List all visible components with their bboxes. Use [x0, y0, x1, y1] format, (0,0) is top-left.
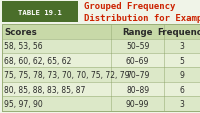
Text: Range: Range	[122, 28, 153, 36]
Text: 80–89: 80–89	[126, 85, 149, 94]
Text: 80, 85, 88, 83, 85, 87: 80, 85, 88, 83, 85, 87	[4, 85, 86, 94]
Text: Grouped Frequency
Distribution for Example 19.2: Grouped Frequency Distribution for Examp…	[84, 2, 200, 22]
Text: 3: 3	[180, 42, 185, 51]
Text: 5: 5	[180, 56, 185, 65]
FancyBboxPatch shape	[2, 82, 200, 96]
Text: Frequency: Frequency	[157, 28, 200, 36]
Text: 90–99: 90–99	[126, 99, 149, 108]
Text: 95, 97, 90: 95, 97, 90	[4, 99, 43, 108]
Text: 6: 6	[180, 85, 185, 94]
Text: 60–69: 60–69	[126, 56, 149, 65]
Text: 50–59: 50–59	[126, 42, 149, 51]
Text: 58, 53, 56: 58, 53, 56	[4, 42, 43, 51]
Text: 3: 3	[180, 99, 185, 108]
Text: 9: 9	[180, 71, 185, 79]
Text: TABLE 19.1: TABLE 19.1	[18, 9, 62, 15]
Text: 70–79: 70–79	[126, 71, 149, 79]
FancyBboxPatch shape	[2, 25, 200, 39]
FancyBboxPatch shape	[2, 2, 78, 23]
Text: 75, 75, 78, 73, 70, 70, 75, 72, 79: 75, 75, 78, 73, 70, 70, 75, 72, 79	[4, 71, 130, 79]
FancyBboxPatch shape	[2, 96, 200, 111]
Text: 68, 60, 62, 65, 62: 68, 60, 62, 65, 62	[4, 56, 72, 65]
FancyBboxPatch shape	[2, 68, 200, 82]
FancyBboxPatch shape	[2, 39, 200, 53]
Text: Scores: Scores	[4, 28, 37, 36]
FancyBboxPatch shape	[2, 53, 200, 68]
